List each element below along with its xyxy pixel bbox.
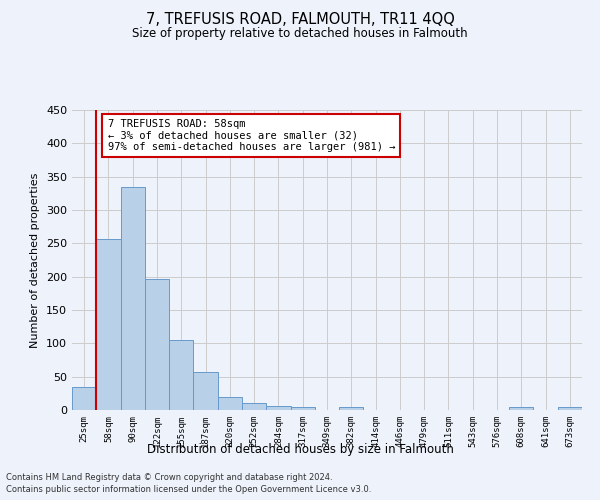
Bar <box>169 340 193 410</box>
Bar <box>509 406 533 410</box>
Bar <box>242 404 266 410</box>
Bar <box>266 406 290 410</box>
Bar <box>72 386 96 410</box>
Text: Contains public sector information licensed under the Open Government Licence v3: Contains public sector information licen… <box>6 485 371 494</box>
Bar <box>96 238 121 410</box>
Text: Distribution of detached houses by size in Falmouth: Distribution of detached houses by size … <box>146 442 454 456</box>
Bar <box>290 408 315 410</box>
Bar <box>339 406 364 410</box>
Bar <box>558 406 582 410</box>
Text: Size of property relative to detached houses in Falmouth: Size of property relative to detached ho… <box>132 28 468 40</box>
Text: Contains HM Land Registry data © Crown copyright and database right 2024.: Contains HM Land Registry data © Crown c… <box>6 472 332 482</box>
Bar <box>145 280 169 410</box>
Y-axis label: Number of detached properties: Number of detached properties <box>31 172 40 348</box>
Text: 7, TREFUSIS ROAD, FALMOUTH, TR11 4QQ: 7, TREFUSIS ROAD, FALMOUTH, TR11 4QQ <box>146 12 454 28</box>
Bar <box>218 398 242 410</box>
Bar <box>121 186 145 410</box>
Bar <box>193 372 218 410</box>
Text: 7 TREFUSIS ROAD: 58sqm
← 3% of detached houses are smaller (32)
97% of semi-deta: 7 TREFUSIS ROAD: 58sqm ← 3% of detached … <box>108 119 395 152</box>
